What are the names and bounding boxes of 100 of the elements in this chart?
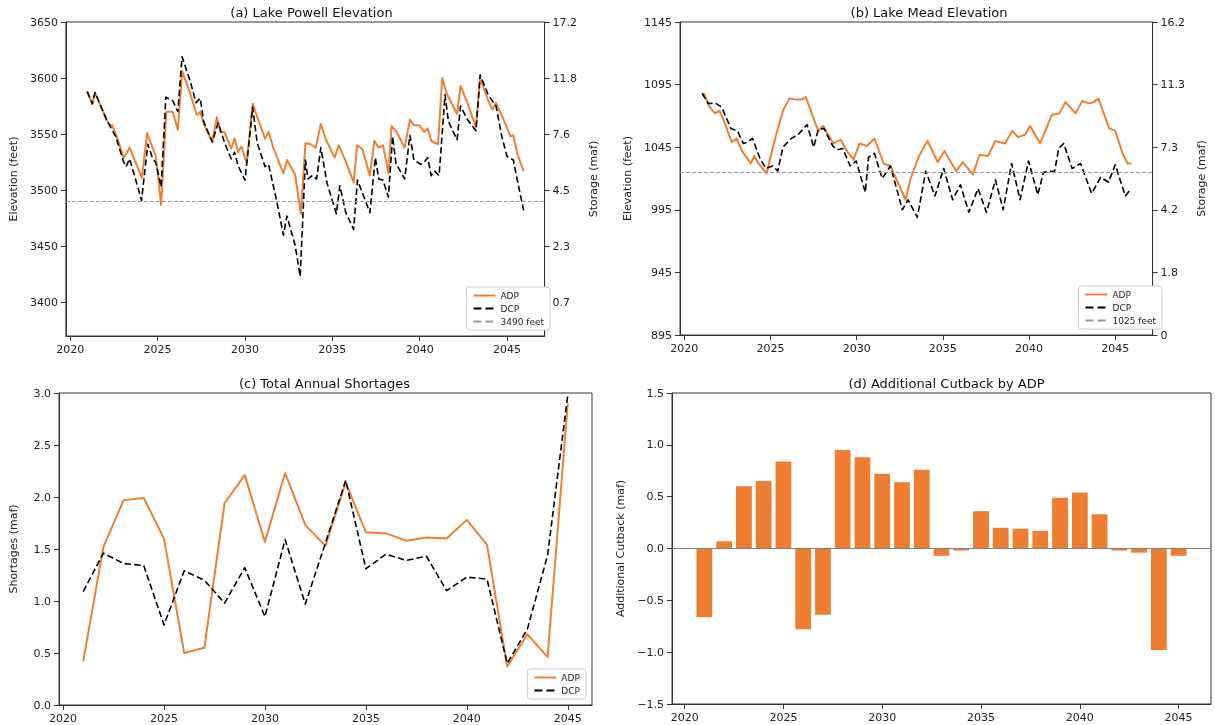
category-label: 4.2 xyxy=(1160,203,1179,217)
category-label: 11.3 xyxy=(1160,78,1186,92)
category-label: 2.3 xyxy=(552,239,571,253)
x-tick-label: 2035 xyxy=(967,711,996,724)
bar xyxy=(834,450,851,549)
y-tick-label: 1.5 xyxy=(646,386,664,400)
y-tick-label: 3600 xyxy=(29,71,58,85)
y-tick-label: 1.0 xyxy=(646,438,664,452)
y-tick-label: 1045 xyxy=(644,140,672,154)
bar xyxy=(1091,514,1108,549)
y2-axis-title: Storage (maf) xyxy=(1195,140,1208,217)
chart-title: (c) Total Annual Shortages xyxy=(238,376,411,391)
x-tick-label: 2030 xyxy=(868,711,897,724)
y-axis-title: Elevation (feet) xyxy=(7,136,20,222)
legend-label: DCP xyxy=(500,303,520,314)
x-tick-label: 2030 xyxy=(230,343,259,356)
bar xyxy=(775,461,792,549)
category-label: 0.7 xyxy=(552,295,571,309)
x-tick-label: 2025 xyxy=(769,711,798,724)
bar xyxy=(913,469,930,549)
legend-label: 1025 feet xyxy=(1112,315,1157,326)
x-tick-label: 2045 xyxy=(493,343,522,356)
x-tick-label: 2045 xyxy=(553,712,582,725)
bar xyxy=(815,548,831,615)
chart-title: (b) Lake Mead Elevation xyxy=(850,5,1008,20)
x-tick-label: 2030 xyxy=(250,712,279,725)
legend-label: DCP xyxy=(1112,302,1132,313)
y-tick-label: −1.5 xyxy=(637,697,664,711)
bar xyxy=(1071,492,1088,549)
bar xyxy=(992,527,1009,549)
x-tick-label: 2020 xyxy=(49,712,78,725)
x-tick-label: 2040 xyxy=(1015,342,1044,355)
x-tick-label: 2040 xyxy=(1065,711,1094,724)
bar xyxy=(1012,528,1029,549)
y2-axis-title: Storage (maf) xyxy=(587,140,600,218)
legend-label: ADP xyxy=(1112,289,1132,300)
bar xyxy=(973,511,989,549)
bar xyxy=(874,473,891,549)
y-axis-title: Elevation (feet) xyxy=(621,136,635,221)
y-tick-label: 1145 xyxy=(644,15,672,29)
x-tick-label: 2035 xyxy=(351,712,380,725)
y-tick-label: 945 xyxy=(651,265,672,279)
bar xyxy=(795,548,812,630)
bar xyxy=(1032,530,1049,549)
legend-label: ADP xyxy=(561,672,581,683)
y-axis-title: Additional Cutback (maf) xyxy=(614,479,628,618)
bar xyxy=(854,457,871,549)
bar xyxy=(1150,548,1167,651)
category-label: 7.6 xyxy=(552,127,571,141)
x-tick-label: 2045 xyxy=(1101,342,1130,355)
legend-label: DCP xyxy=(561,685,581,696)
legend-label: 3490 feet xyxy=(500,316,545,327)
x-tick-label: 2020 xyxy=(56,343,85,356)
y-tick-label: 3450 xyxy=(29,239,58,253)
x-tick-label: 2025 xyxy=(143,343,172,356)
x-tick-label: 2030 xyxy=(842,342,871,355)
x-tick-label: 2035 xyxy=(318,343,347,356)
y-tick-label: −0.5 xyxy=(637,593,664,607)
y-tick-label: 0.5 xyxy=(646,490,664,504)
bar xyxy=(755,481,772,549)
y-tick-label: 0.0 xyxy=(33,698,51,712)
y-tick-label: 1095 xyxy=(644,78,672,92)
x-tick-label: 2035 xyxy=(928,342,957,355)
y-tick-label: 0.0 xyxy=(646,542,664,555)
x-tick-label: 2025 xyxy=(149,712,178,725)
y-tick-label: 3550 xyxy=(29,127,58,141)
x-tick-label: 2040 xyxy=(452,712,481,725)
y-tick-label: 3400 xyxy=(29,295,58,309)
y-tick-label: 3.0 xyxy=(33,386,51,400)
bar xyxy=(736,486,752,549)
y-tick-label: 3650 xyxy=(29,15,58,29)
y-axis-title: Shortages (maf) xyxy=(7,504,20,594)
y-tick-label: 1.5 xyxy=(33,542,51,556)
y-tick-label: −1.0 xyxy=(637,645,664,659)
line-series xyxy=(86,55,525,278)
y-tick-label: 2.5 xyxy=(33,438,51,452)
y-tick-label: 995 xyxy=(651,203,672,217)
category-label: 7.3 xyxy=(1160,140,1179,154)
bar xyxy=(1052,497,1068,549)
category-label: 0 xyxy=(1160,328,1168,342)
bar xyxy=(894,482,910,549)
x-tick-label: 2020 xyxy=(670,342,699,355)
y-tick-label: 3500 xyxy=(29,183,58,197)
x-tick-label: 2045 xyxy=(1164,711,1193,724)
line-series xyxy=(86,70,525,215)
y-tick-label: 895 xyxy=(651,328,672,342)
y-tick-label: 1.0 xyxy=(33,594,51,608)
x-tick-label: 2020 xyxy=(670,711,699,724)
x-tick-label: 2025 xyxy=(756,342,785,355)
bar xyxy=(696,548,713,617)
category-label: 4.5 xyxy=(552,183,571,197)
y-tick-label: 0.5 xyxy=(33,646,51,660)
category-label: 17.2 xyxy=(552,15,578,29)
legend-label: ADP xyxy=(500,290,520,301)
category-label: 1.8 xyxy=(1160,265,1179,279)
y-tick-label: 2.0 xyxy=(33,490,51,504)
chart-title: (d) Additional Cutback by ADP xyxy=(848,376,1045,391)
category-label: 11.8 xyxy=(552,71,578,85)
x-tick-label: 2040 xyxy=(405,343,434,356)
chart-title: (a) Lake Powell Elevation xyxy=(230,5,393,20)
